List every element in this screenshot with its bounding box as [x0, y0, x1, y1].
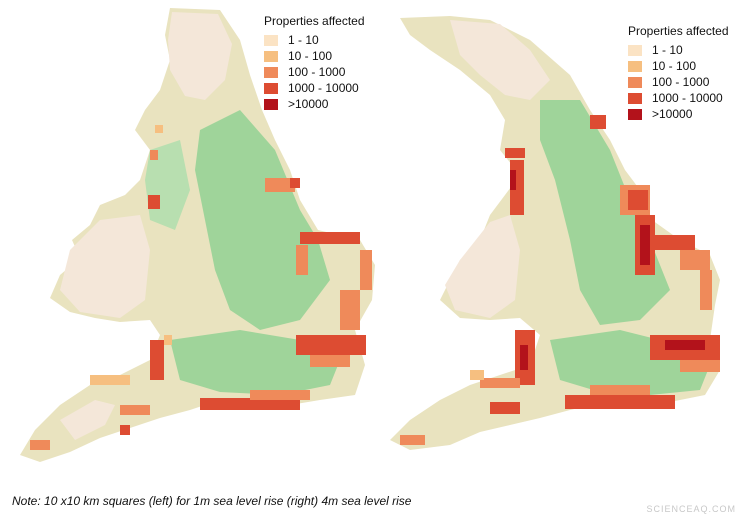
- legend-swatch: [264, 50, 278, 62]
- legend-swatch: [264, 66, 278, 78]
- legend-label: >10000: [288, 97, 329, 111]
- legend-label: >10000: [652, 107, 693, 121]
- legend-item: 1000 - 10000: [264, 80, 365, 96]
- legend-label: 10 - 100: [652, 59, 697, 73]
- legend-title: Properties affected: [628, 24, 729, 38]
- legend-label: 1000 - 10000: [652, 91, 723, 105]
- legend-label: 1000 - 10000: [288, 81, 359, 95]
- map-1m-svg: [20, 8, 375, 462]
- legend-title: Properties affected: [264, 14, 365, 28]
- legend-label: 100 - 1000: [652, 75, 710, 89]
- legend-left: Properties affected 1 - 10 10 - 100 100 …: [264, 14, 365, 112]
- legend-swatch: [264, 82, 278, 94]
- legend-label: 1 - 10: [288, 33, 319, 47]
- legend-item: 10 - 100: [628, 58, 729, 74]
- legend-swatch: [628, 92, 642, 104]
- upland-southwest: [60, 400, 115, 440]
- legend-item: 1 - 10: [628, 42, 729, 58]
- legend-item: 10 - 100: [264, 48, 365, 64]
- legend-label: 100 - 1000: [288, 65, 346, 79]
- legend-item: 100 - 1000: [264, 64, 365, 80]
- legend-right: Properties affected 1 - 10 10 - 100 100 …: [628, 24, 729, 122]
- map-4m-svg: [390, 16, 720, 450]
- legend-item: >10000: [628, 106, 729, 122]
- legend-item: 100 - 1000: [628, 74, 729, 90]
- caption-note: Note: 10 x10 km squares (left) for 1m se…: [12, 494, 412, 508]
- legend-label: 10 - 100: [288, 49, 333, 63]
- legend-item: 1 - 10: [264, 32, 365, 48]
- upland-wales: [60, 215, 150, 318]
- legend-item: 1000 - 10000: [628, 90, 729, 106]
- upland-north: [450, 20, 550, 100]
- legend-swatch: [628, 108, 642, 120]
- map-4m-sea-level-rise: [380, 0, 754, 480]
- legend-swatch: [628, 60, 642, 72]
- legend-label: 1 - 10: [652, 43, 683, 57]
- upland-north: [168, 12, 232, 100]
- upland-wales: [445, 215, 520, 318]
- affected-squares-1m: [30, 125, 372, 450]
- legend-item: >10000: [264, 96, 365, 112]
- watermark: SCIENCEAQ.COM: [646, 504, 736, 514]
- affected-squares-4m: [400, 115, 720, 445]
- legend-swatch: [628, 76, 642, 88]
- legend-swatch: [628, 44, 642, 56]
- map-1m-sea-level-rise: [0, 0, 382, 480]
- legend-swatch: [264, 98, 278, 110]
- legend-swatch: [264, 34, 278, 46]
